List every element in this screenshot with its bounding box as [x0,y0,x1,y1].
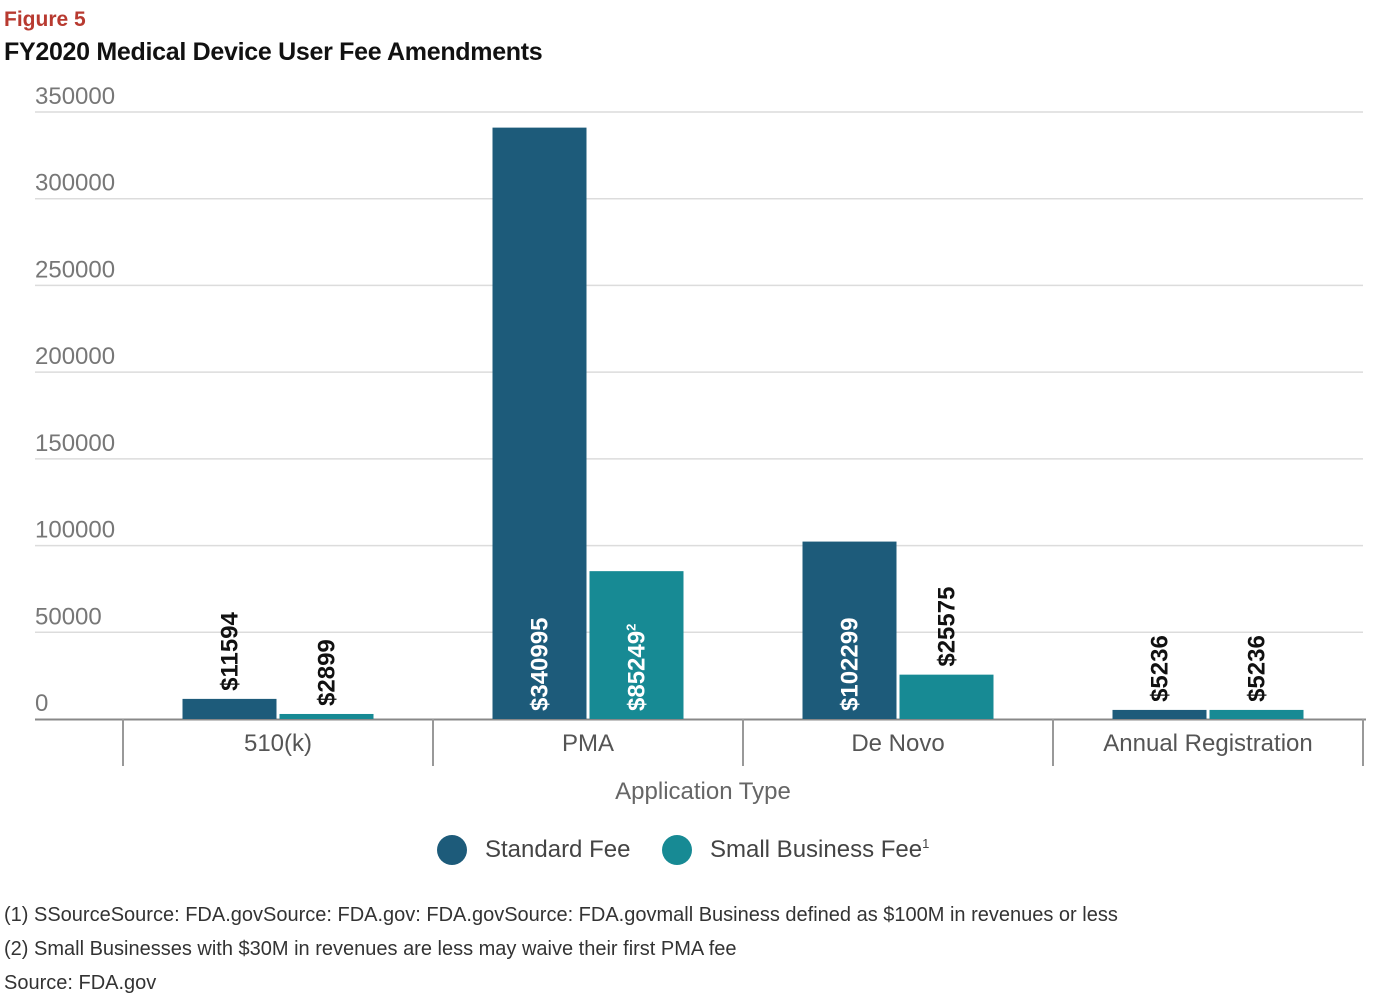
x-tick-label: Annual Registration [1103,730,1312,757]
data-label-footnote-marker: 2 [624,624,639,631]
x-tick-label: De Novo [851,730,944,757]
y-tick-label: 300000 [35,170,115,197]
legend-swatch-small-business [662,835,692,865]
footnote-2: (2) Small Businesses with $30M in revenu… [4,938,737,960]
data-label: $25575 [934,587,961,667]
chart-title: FY2020 Medical Device User Fee Amendment… [4,38,543,66]
y-tick-label: 200000 [35,343,115,370]
data-label: $2899 [314,639,341,706]
legend-footnote-marker: 1 [922,836,930,851]
y-tick-label: 250000 [35,256,115,283]
bar-small-business [279,713,374,719]
legend-item-small-business: Small Business Fee1 [662,830,929,870]
bar-standard [182,698,277,719]
bar-small-business [899,674,994,719]
y-tick-label: 100000 [35,517,115,544]
data-label: $102299 [837,618,864,711]
data-label: $11594 [217,611,244,690]
data-label: $5236 [1147,635,1174,702]
y-tick-label: 350000 [35,83,115,110]
legend-swatch-standard [437,835,467,865]
legend-label-small-text: Small Business Fee [710,836,923,863]
bar-standard [1112,709,1207,719]
bar-standard [492,127,587,719]
figure-label: Figure 5 [4,8,86,31]
y-tick-label: 50000 [35,603,102,630]
y-tick-label: 0 [35,690,48,717]
data-label: $340995 [527,618,554,711]
bar-chart: 0 50000 100000 150000 200000 250000 300000 3500… [35,83,1366,805]
legend: Standard Fee Small Business Fee1 [0,830,1379,870]
bar-small-business [1209,709,1304,719]
legend-label-small-business: Small Business Fee1 [710,836,929,864]
footnote-1: (1) SSourceSource: FDA.govSource: FDA.go… [4,904,1118,926]
x-axis-title: Application Type [615,778,791,805]
bar-small-business [589,571,684,719]
y-tick-label: 150000 [35,430,115,457]
x-tick-label: PMA [562,730,614,757]
source-note: Source: FDA.gov [4,972,157,994]
bar-standard [802,541,897,719]
x-tick-label: 510(k) [244,730,312,757]
data-label: $852492 [624,624,651,711]
legend-item-standard: Standard Fee [437,830,630,870]
footnotes: (1) SSourceSource: FDA.govSource: FDA.go… [4,898,1118,1000]
data-label: $5236 [1244,635,1271,702]
legend-label-standard: Standard Fee [485,836,631,863]
